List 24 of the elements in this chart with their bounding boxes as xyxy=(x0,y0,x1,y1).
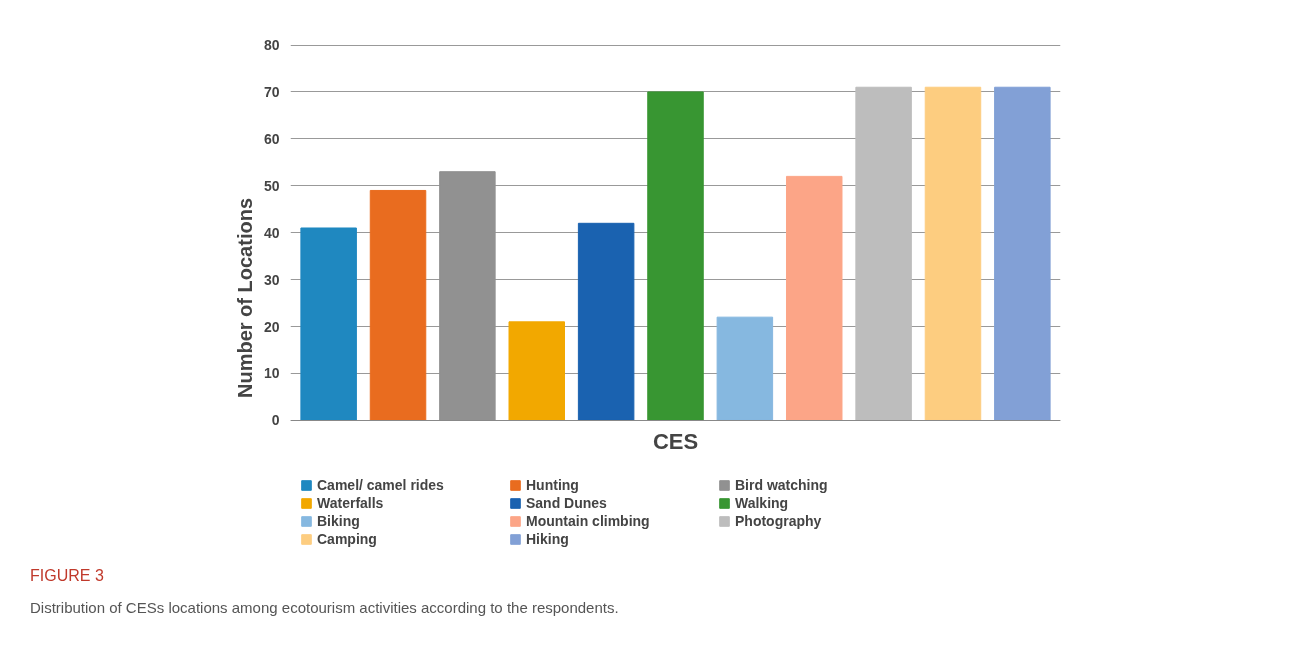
legend-label: Bird watching xyxy=(735,477,829,493)
y-tick-label: 80 xyxy=(263,37,280,53)
legend-label: Sand Dunes xyxy=(526,495,608,511)
caption: FIGURE 3 xyxy=(30,566,104,586)
y-tick-label: 50 xyxy=(263,177,280,194)
legend-label: Hiking xyxy=(526,531,570,547)
x-axis-title: CES xyxy=(652,428,699,454)
legend-label: Camping xyxy=(317,531,378,547)
y-tick-label: 20 xyxy=(263,318,280,335)
y-tick-label: 30 xyxy=(263,271,280,288)
y-tick-label: 70 xyxy=(263,83,280,100)
legend-label: Mountain climbing xyxy=(526,513,651,529)
legend-label: Camel/ camel rides xyxy=(317,477,445,493)
y-tick-label: 10 xyxy=(263,365,280,382)
y-tick-label: 0 xyxy=(271,412,280,429)
y-axis-title: Number of Locations xyxy=(233,197,256,398)
legend-label: Walking xyxy=(735,495,790,511)
y-tick-label: 40 xyxy=(263,224,280,241)
legend-label: Waterfalls xyxy=(317,495,385,511)
text: Distribution of CESs locations among ecotourism activities according to the respondents. xyxy=(30,598,619,618)
y-tick-label: 60 xyxy=(263,130,280,147)
legend-label: Hunting xyxy=(526,477,580,493)
legend-label: Photography xyxy=(735,513,823,529)
legend-label: Biking xyxy=(317,513,361,529)
